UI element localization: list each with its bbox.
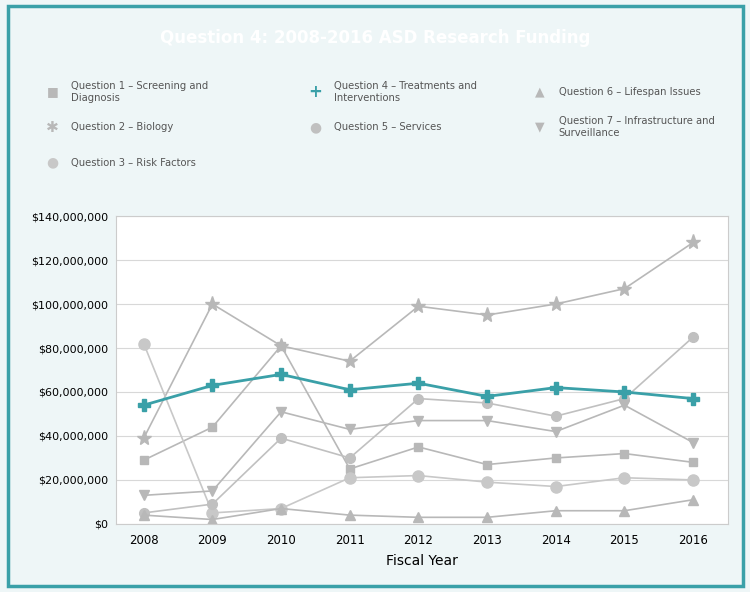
Text: Question 2 – Biology: Question 2 – Biology xyxy=(71,123,173,132)
Text: Question 7 – Infrastructure and
Surveillance: Question 7 – Infrastructure and Surveill… xyxy=(559,117,715,138)
Text: +: + xyxy=(308,83,322,101)
Text: Question 3 – Risk Factors: Question 3 – Risk Factors xyxy=(71,158,196,168)
Text: ▲: ▲ xyxy=(536,85,544,98)
Text: ■: ■ xyxy=(46,85,58,98)
Text: ▼: ▼ xyxy=(536,121,544,134)
Text: Question 6 – Lifespan Issues: Question 6 – Lifespan Issues xyxy=(559,87,700,96)
Text: Question 4: 2008-2016 ASD Research Funding: Question 4: 2008-2016 ASD Research Fundi… xyxy=(160,29,590,47)
X-axis label: Fiscal Year: Fiscal Year xyxy=(386,554,458,568)
Text: ●: ● xyxy=(46,156,58,170)
Text: ●: ● xyxy=(309,120,321,134)
Text: Question 4 – Treatments and
Interventions: Question 4 – Treatments and Intervention… xyxy=(334,81,477,102)
Text: Question 5 – Services: Question 5 – Services xyxy=(334,123,441,132)
Text: ✱: ✱ xyxy=(46,120,58,135)
Text: Question 1 – Screening and
Diagnosis: Question 1 – Screening and Diagnosis xyxy=(71,81,209,102)
